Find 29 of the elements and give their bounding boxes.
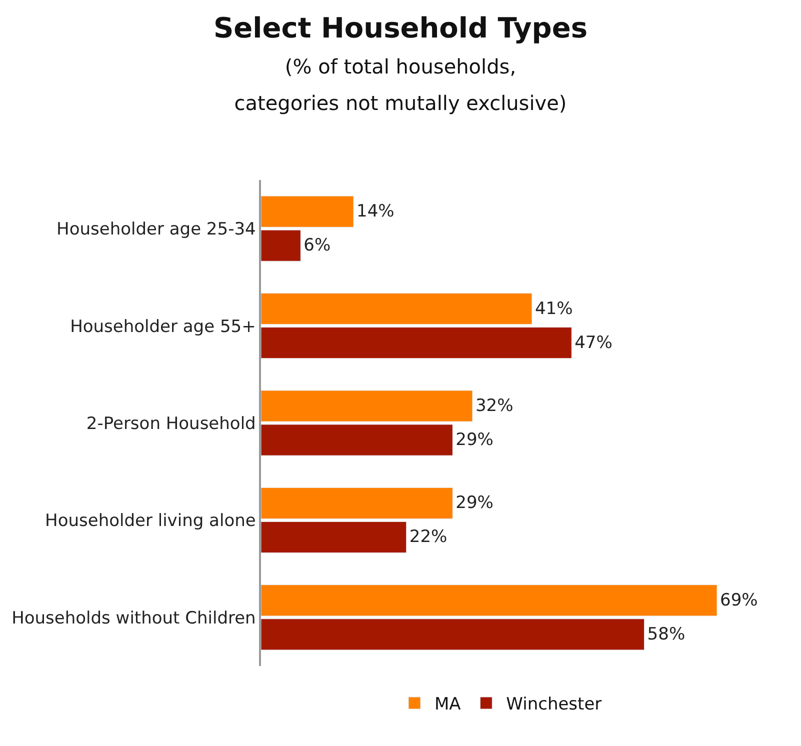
y-tick-label: Householder living alone	[45, 511, 256, 532]
data-label: 29%	[456, 430, 494, 450]
bar	[261, 521, 407, 554]
data-label: 6%	[304, 236, 331, 256]
bar	[261, 390, 473, 422]
chart-title: Select Household Types	[213, 11, 588, 44]
legend-label: MA	[434, 694, 462, 715]
bar	[261, 196, 354, 228]
bar	[261, 230, 301, 262]
data-label: 22%	[409, 527, 448, 548]
bar	[261, 327, 572, 359]
data-label: 58%	[647, 624, 686, 644]
bar	[261, 292, 532, 325]
y-tick-label: Households without Children	[12, 608, 256, 628]
data-label: 47%	[574, 332, 612, 353]
bar	[261, 487, 453, 519]
data-label: 69%	[720, 590, 758, 610]
data-label: 14%	[356, 202, 394, 222]
legend-label: Winchester	[506, 694, 602, 715]
bar	[261, 424, 453, 456]
data-label: 41%	[534, 298, 573, 319]
bar	[261, 618, 645, 650]
y-tick-label: Householder age 55+	[70, 316, 256, 337]
data-label: 32%	[475, 396, 514, 416]
chart-subtitle: (% of total households, categories not mutally exclusive)	[234, 54, 567, 116]
y-tick-label: 2-Person Household	[86, 414, 256, 434]
bar	[261, 584, 718, 616]
data-label: 29%	[456, 493, 494, 514]
y-tick-label: Householder age 25-34	[56, 220, 256, 240]
